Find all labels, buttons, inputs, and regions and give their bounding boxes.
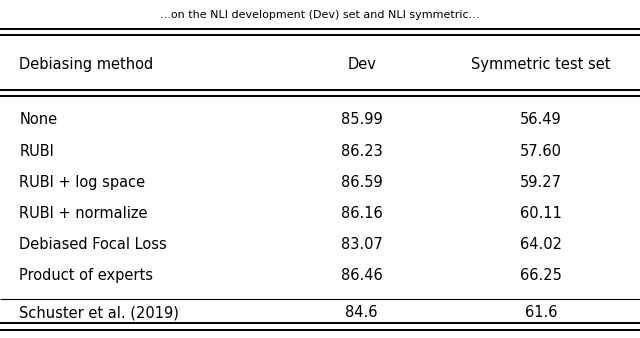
Text: Debiasing method: Debiasing method	[19, 57, 154, 72]
Text: Debiased Focal Loss: Debiased Focal Loss	[19, 237, 167, 252]
Text: 86.16: 86.16	[340, 206, 383, 221]
Text: 56.49: 56.49	[520, 113, 562, 127]
Text: Schuster et al. (2019): Schuster et al. (2019)	[19, 305, 179, 320]
Text: RUBI + log space: RUBI + log space	[19, 175, 145, 190]
Text: Product of experts: Product of experts	[19, 268, 153, 283]
Text: None: None	[19, 113, 58, 127]
Text: 57.60: 57.60	[520, 144, 562, 159]
Text: 84.6: 84.6	[346, 305, 378, 320]
Text: 86.46: 86.46	[340, 268, 383, 283]
Text: 64.02: 64.02	[520, 237, 562, 252]
Text: 59.27: 59.27	[520, 175, 562, 190]
Text: 66.25: 66.25	[520, 268, 562, 283]
Text: Symmetric test set: Symmetric test set	[471, 57, 611, 72]
Text: RUBI: RUBI	[19, 144, 54, 159]
Text: 86.59: 86.59	[340, 175, 383, 190]
Text: 86.23: 86.23	[340, 144, 383, 159]
Text: RUBI + normalize: RUBI + normalize	[19, 206, 148, 221]
Text: Dev: Dev	[347, 57, 376, 72]
Text: ...on the NLI development (Dev) set and NLI symmetric...: ...on the NLI development (Dev) set and …	[160, 10, 480, 20]
Text: 60.11: 60.11	[520, 206, 562, 221]
Text: 83.07: 83.07	[340, 237, 383, 252]
Text: 85.99: 85.99	[340, 113, 383, 127]
Text: 61.6: 61.6	[525, 305, 557, 320]
